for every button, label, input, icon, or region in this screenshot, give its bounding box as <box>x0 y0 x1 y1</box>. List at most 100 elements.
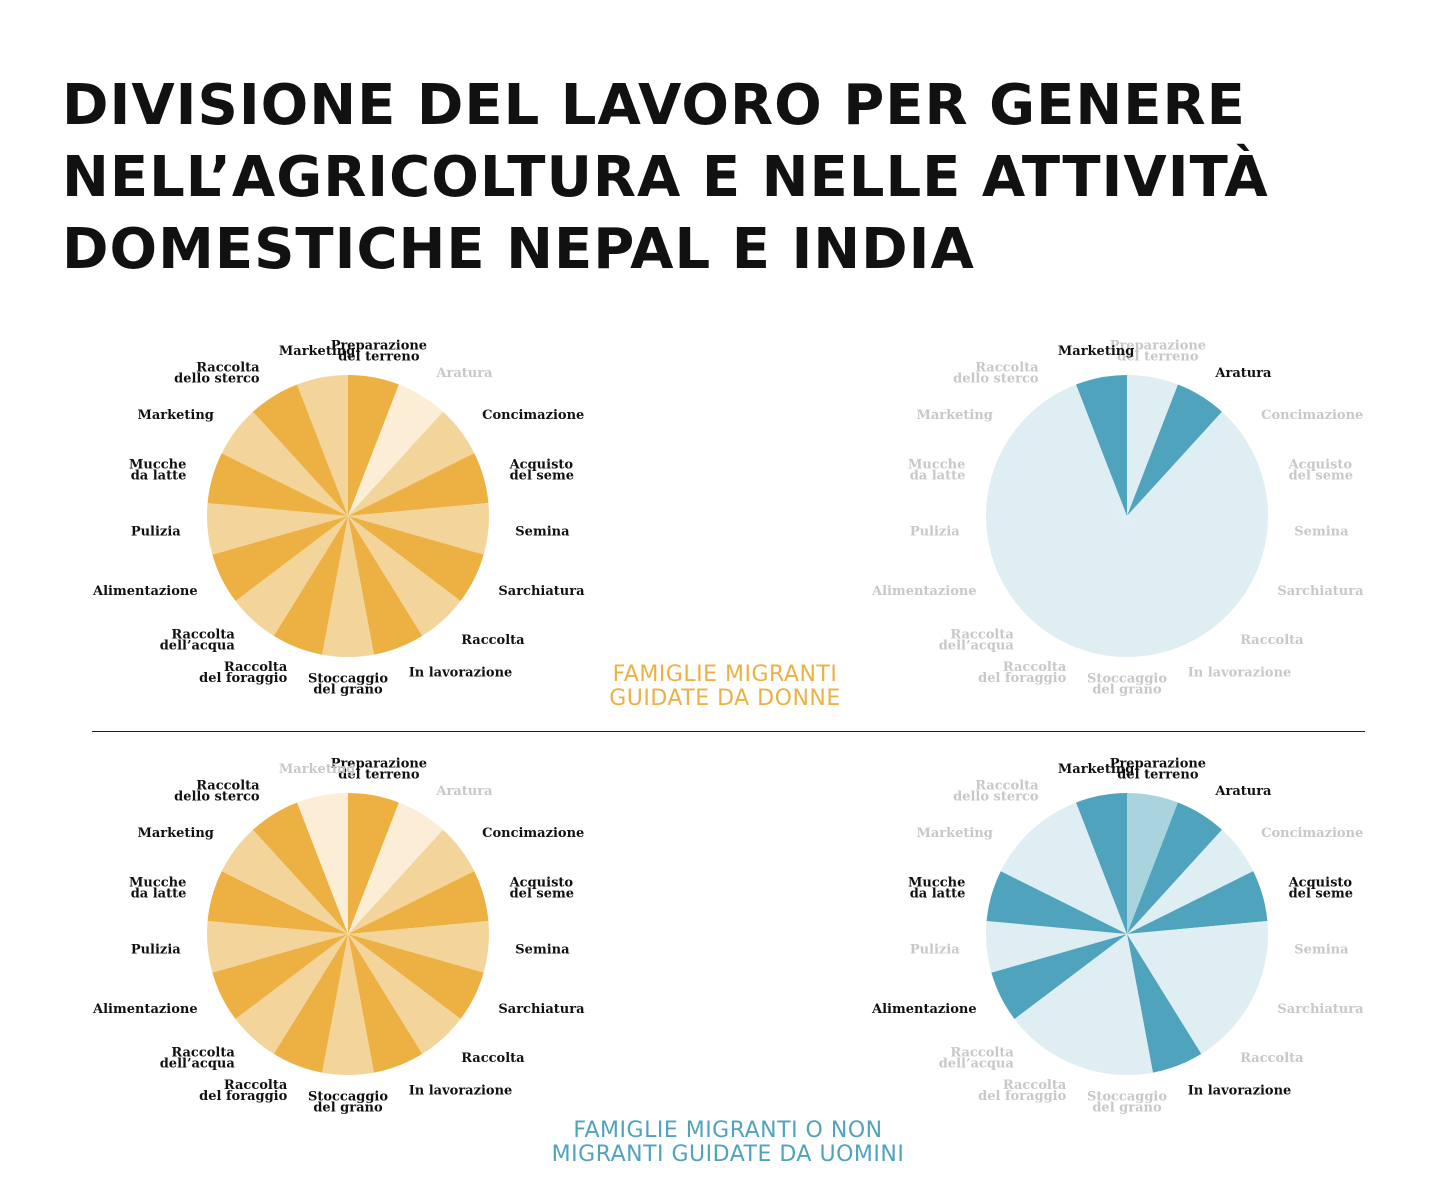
pie-slice <box>253 384 348 516</box>
slice-label: Stoccaggio del grano <box>308 1090 388 1116</box>
pie-slice <box>1127 516 1263 601</box>
pie-slice <box>1127 502 1269 555</box>
group-label-women-line-2: GUIDATE DA DONNE <box>609 686 841 711</box>
pie-slice <box>322 516 374 658</box>
slice-label: Marketing <box>1058 762 1134 777</box>
slice-label: Concimazione <box>482 826 584 841</box>
slice-label: Marketing <box>137 408 213 423</box>
slice-label: Concimazione <box>1261 826 1363 841</box>
pie-slice <box>235 934 348 1054</box>
slice-label: Marketing <box>279 762 355 777</box>
pie-slice <box>207 453 348 516</box>
pie-slice <box>348 934 484 1019</box>
pie-slice <box>1052 934 1127 1073</box>
pie-chart-3: Preparazione del terreno Aratura Concimazio… <box>92 756 585 1115</box>
pie-slice <box>348 411 475 516</box>
pie-slice <box>1076 375 1127 516</box>
pie-slice <box>348 920 490 973</box>
slice-label: Raccolta <box>461 633 525 648</box>
slice-label: Raccolta dello sterco <box>953 361 1039 387</box>
slice-label: Mucche da latte <box>908 876 965 902</box>
group-label-women: FAMIGLIE MIGRANTI GUIDATE DA DONNE <box>590 663 860 711</box>
pie-slice <box>348 516 461 636</box>
group-label-men-line-1: FAMIGLIE MIGRANTI O NON <box>573 1118 883 1143</box>
slice-label: Alimentazione <box>871 1002 977 1017</box>
slice-label: Raccolta <box>1240 1051 1304 1066</box>
pie-slice <box>986 453 1127 516</box>
pie-slice <box>297 793 348 934</box>
pie-slice <box>212 934 348 1019</box>
pie-slice <box>985 502 1127 555</box>
page-title: DIVISIONE DEL LAVORO PER GENERE NELL’AGR… <box>62 70 1269 286</box>
pie-slice <box>1127 793 1178 934</box>
pie-slice <box>221 829 348 934</box>
slice-label: Stoccaggio del grano <box>1087 672 1167 698</box>
slice-label: Pulizia <box>910 943 960 958</box>
pie-slice <box>207 871 348 934</box>
slice-label: Semina <box>515 525 570 540</box>
pie-slice <box>1127 375 1178 516</box>
pie-slice <box>348 934 461 1054</box>
pie-slice <box>1127 920 1269 973</box>
slice-label: Raccolta dello sterco <box>953 779 1039 805</box>
slice-label: Sarchiatura <box>498 1002 585 1017</box>
pie-slice <box>322 934 374 1076</box>
pie-slice <box>1014 934 1127 1054</box>
slice-label: Concimazione <box>482 408 584 423</box>
slice-label: Pulizia <box>131 943 181 958</box>
pie-slice <box>273 934 348 1073</box>
pie-slice <box>348 871 489 934</box>
slice-label: Raccolta <box>1240 633 1304 648</box>
slice-label: Sarchiatura <box>498 584 585 599</box>
pie-slice <box>221 411 348 516</box>
slice-label: Pulizia <box>131 525 181 540</box>
pie-slice <box>348 502 490 555</box>
pie-slice <box>206 920 348 973</box>
pie-chart-2: Preparazione del terreno Aratura Concimazio… <box>871 338 1364 697</box>
slice-label: In lavorazione <box>409 1084 513 1099</box>
pie-slice <box>206 502 348 555</box>
slice-label: In lavorazione <box>1188 1084 1292 1099</box>
slice-label: Semina <box>1294 525 1349 540</box>
pie-slice <box>1127 871 1268 934</box>
pie-slice <box>1127 384 1222 516</box>
slice-label: In lavorazione <box>1188 666 1292 681</box>
pie-slice <box>1127 802 1222 934</box>
pie-slice <box>212 516 348 601</box>
slice-label: Mucche da latte <box>908 458 965 484</box>
slice-label: Raccolta <box>461 1051 525 1066</box>
slice-label: Raccolta dell’acqua <box>939 628 1015 654</box>
slice-label: Sarchiatura <box>1277 1002 1364 1017</box>
slice-label: Pulizia <box>910 525 960 540</box>
slice-label: Sarchiatura <box>1277 584 1364 599</box>
slice-label: Raccolta dell’acqua <box>939 1046 1015 1072</box>
group-label-men-line-2: MIGRANTI GUIDATE DA UOMINI <box>551 1142 905 1167</box>
slice-label: Acquisto del seme <box>1288 876 1353 902</box>
slice-label: Aratura <box>435 366 493 381</box>
pie-slice <box>1127 829 1254 934</box>
pie-slice <box>348 375 399 516</box>
slice-label: Aratura <box>435 784 493 799</box>
slice-label: Concimazione <box>1261 408 1363 423</box>
title-line-3: DOMESTICHE NEPAL E INDIA <box>62 217 975 282</box>
slice-label: Preparazione del terreno <box>331 338 427 364</box>
pie-slice <box>1032 802 1127 934</box>
slice-label: Acquisto del seme <box>509 876 574 902</box>
slice-label: Acquisto del seme <box>1288 458 1353 484</box>
title-line-1: DIVISIONE DEL LAVORO PER GENERE <box>62 73 1246 138</box>
pie-slice <box>273 516 348 655</box>
title-line-2: NELL’AGRICOLTURA E NELLE ATTIVITÀ <box>62 145 1269 210</box>
pie-slice <box>348 829 475 934</box>
slice-label: Alimentazione <box>871 584 977 599</box>
pie-slice <box>1127 411 1254 516</box>
slice-label: Semina <box>1294 943 1349 958</box>
slice-label: Marketing <box>1058 344 1134 359</box>
slice-label: Preparazione del terreno <box>1110 756 1206 782</box>
pie-slice <box>1052 516 1127 655</box>
pie-slice <box>1127 934 1202 1073</box>
pie-slice <box>1127 453 1268 516</box>
pie-slice <box>348 453 489 516</box>
slice-label: Stoccaggio del grano <box>308 672 388 698</box>
slice-label: Raccolta dello sterco <box>174 779 260 805</box>
slice-label: Alimentazione <box>92 584 198 599</box>
